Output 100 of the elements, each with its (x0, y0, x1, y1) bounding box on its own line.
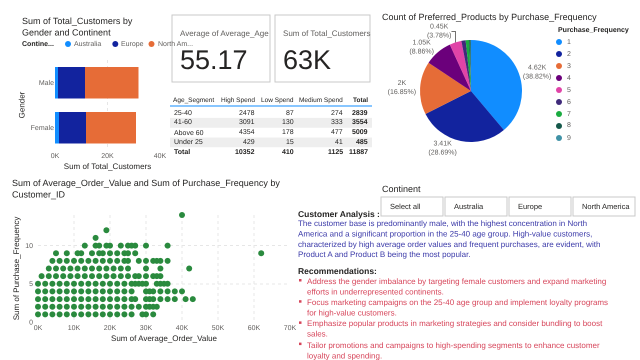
point (114, 296, 120, 302)
point (42, 288, 48, 294)
point (64, 304, 70, 310)
point (78, 296, 84, 302)
point (125, 273, 131, 280)
x-axis-title: Sum of Average_Order_Value (111, 334, 218, 344)
point (71, 311, 77, 318)
point (258, 250, 264, 256)
point (67, 273, 74, 280)
point (49, 288, 56, 294)
point (35, 288, 41, 294)
point (82, 273, 88, 280)
point (85, 258, 92, 264)
point (164, 258, 171, 264)
text: The customer base is predominantly male, with the highest concentration in North America and a significant proportion in the 25-40 age group. High-value customers, characterized by high average order values and frequent purchases, are evident, with Product A and Product B being the most popular. (298, 219, 600, 260)
point (96, 266, 102, 272)
point (114, 311, 120, 318)
point (128, 288, 135, 294)
point (78, 311, 84, 318)
point (60, 273, 66, 280)
point (71, 258, 77, 264)
point (110, 273, 117, 280)
point (85, 288, 92, 294)
point (46, 273, 52, 280)
point (53, 273, 59, 280)
point (71, 304, 77, 310)
text: Sum of Total_Customers (283, 29, 370, 38)
point (103, 266, 110, 272)
pie-slice (426, 91, 504, 142)
point (164, 296, 171, 302)
x-axis-title: Sum of Total_Customers (64, 162, 152, 172)
point (56, 296, 63, 302)
bar (58, 66, 86, 98)
point (103, 273, 110, 280)
point (35, 296, 41, 302)
pie-slice (420, 62, 471, 114)
point (121, 288, 128, 294)
point (49, 304, 56, 310)
point (85, 296, 92, 302)
point (100, 280, 106, 287)
point (78, 280, 84, 287)
bar (55, 112, 60, 144)
point (64, 311, 70, 318)
point (49, 296, 56, 302)
point (186, 266, 192, 272)
text: Recommendations: (298, 266, 378, 276)
point (121, 311, 128, 318)
bar (86, 112, 136, 144)
point (92, 311, 99, 318)
point (42, 304, 48, 310)
point (107, 304, 113, 310)
point (143, 258, 149, 264)
point (46, 266, 52, 272)
point (157, 288, 164, 294)
point (92, 280, 99, 287)
point (64, 296, 70, 302)
point (53, 250, 59, 256)
point (96, 273, 102, 280)
point (53, 266, 59, 272)
point (103, 227, 110, 234)
point (56, 258, 63, 264)
point (125, 266, 131, 272)
point (107, 288, 113, 294)
point (118, 273, 124, 280)
point (114, 258, 120, 264)
point (179, 288, 185, 294)
point (157, 266, 164, 272)
pie-slice (471, 40, 522, 130)
text: Emphasize popular products in marketing strategies and consider bundling to boost sales. (307, 319, 604, 338)
text: Tailor promotions and campaigns to high-spending segments to enhance customer loyalty and spending. (307, 341, 600, 360)
point (71, 296, 77, 302)
point (64, 288, 70, 294)
text: Address the gender imbalance by targeting female customers and expand marketing efforts in underrepresented continents. (307, 277, 606, 296)
point (92, 288, 99, 294)
y-axis-title: Gender (17, 91, 26, 118)
point (128, 311, 135, 318)
point (89, 273, 95, 280)
point (35, 304, 41, 310)
point (164, 288, 171, 294)
chart-title: Sum of Average_Order_Value and Sum of Purchase_Frequency by Customer_ID (12, 178, 280, 200)
point (71, 288, 77, 294)
point (157, 296, 164, 302)
point (67, 266, 74, 272)
point (121, 304, 128, 310)
point (49, 311, 56, 318)
point (74, 266, 81, 272)
point (118, 266, 124, 272)
point (64, 250, 70, 256)
point (85, 304, 92, 310)
point (92, 296, 99, 302)
point (179, 212, 185, 218)
point (100, 288, 106, 294)
point (100, 304, 106, 310)
point (118, 242, 124, 249)
point (172, 296, 178, 302)
point (56, 288, 63, 294)
point (78, 304, 84, 310)
point (42, 296, 48, 302)
point (100, 311, 106, 318)
bar (85, 66, 139, 98)
